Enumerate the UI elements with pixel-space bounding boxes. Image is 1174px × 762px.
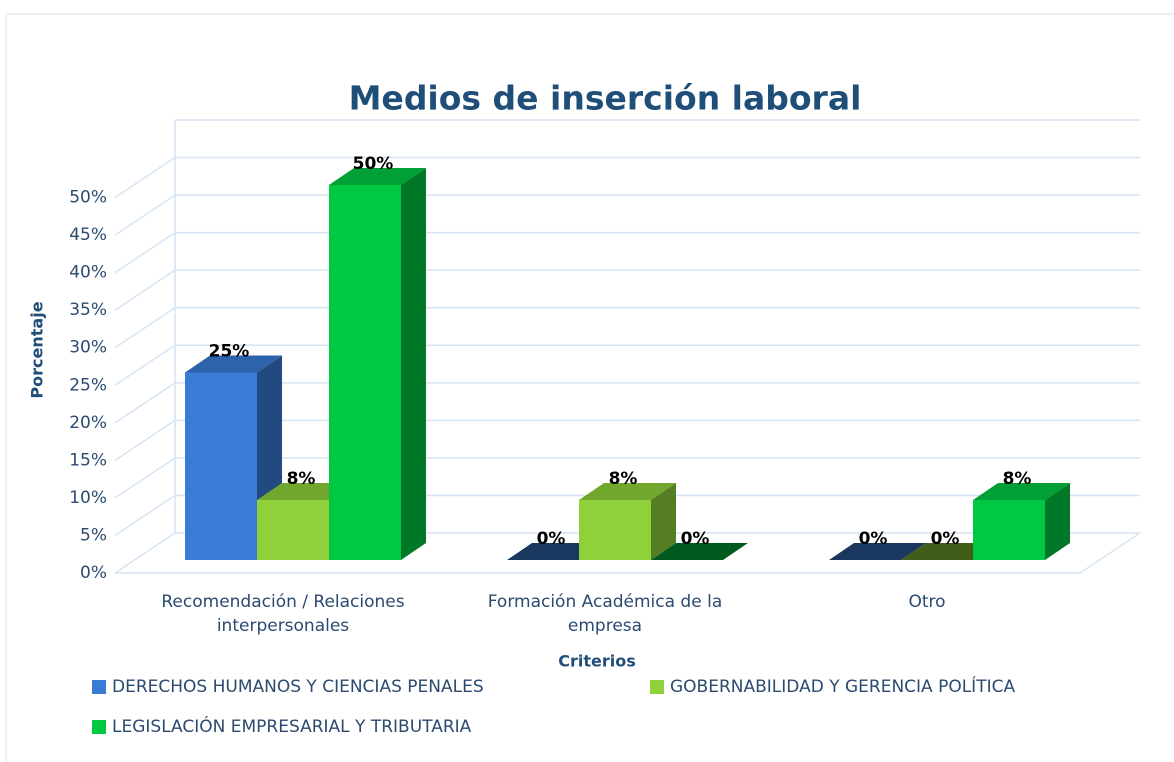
floor-edge xyxy=(115,532,1141,574)
data-label: 50% xyxy=(353,154,394,174)
bar-top xyxy=(329,168,426,185)
bar-side xyxy=(401,168,426,560)
data-label: 8% xyxy=(609,469,638,489)
data-label: 0% xyxy=(681,529,710,549)
grid-line xyxy=(114,269,1140,311)
legend-label: LEGISLACIÓN EMPRESARIAL Y TRIBUTARIA xyxy=(112,715,472,737)
y-tick-label: 45% xyxy=(69,225,107,245)
data-label: 8% xyxy=(287,469,316,489)
bar xyxy=(829,543,926,560)
y-axis-title: Porcentaje xyxy=(28,301,47,398)
bar xyxy=(651,543,748,560)
y-tick-label: 35% xyxy=(69,300,107,320)
bar-top xyxy=(185,355,282,373)
bar-front xyxy=(329,185,401,560)
data-label: 25% xyxy=(209,342,250,362)
bar-front xyxy=(579,500,651,560)
legend-swatch xyxy=(92,720,106,734)
y-tick-label: 30% xyxy=(69,338,107,358)
legend-label: GOBERNABILIDAD Y GERENCIA POLÍTICA xyxy=(670,675,1015,697)
bar-top xyxy=(579,483,676,500)
bar-front xyxy=(257,500,329,560)
chart-title: Medios de inserción laboral xyxy=(349,79,862,118)
x-tick-label: Recomendación / Relaciones interpersonal… xyxy=(161,592,405,636)
x-tick-label: Otro xyxy=(908,592,946,612)
bar xyxy=(329,168,426,560)
bar-front xyxy=(973,500,1045,560)
legend-swatch xyxy=(92,680,106,694)
y-tick-label: 25% xyxy=(69,375,107,395)
x-tick-label: Formación Académica de la empresa xyxy=(487,592,723,636)
y-tick-label: 10% xyxy=(69,488,107,508)
data-label: 0% xyxy=(537,529,566,549)
y-tick-label: 5% xyxy=(80,525,107,545)
legend-swatch xyxy=(650,680,664,694)
grid-line xyxy=(114,194,1140,236)
y-tick-label: 40% xyxy=(69,263,107,283)
legend-label: DERECHOS HUMANOS Y CIENCIAS PENALES xyxy=(112,677,484,697)
grid-line xyxy=(114,231,1140,274)
y-tick-label: 0% xyxy=(80,563,107,583)
bar-front xyxy=(185,372,257,560)
bar xyxy=(579,483,676,560)
data-label: 8% xyxy=(1003,469,1032,489)
y-tick-label: 15% xyxy=(69,450,107,470)
bar-side xyxy=(651,483,676,560)
x-axis-title: Criterios xyxy=(558,652,636,671)
data-label: 0% xyxy=(931,529,960,549)
bar-top xyxy=(973,483,1070,500)
data-label: 0% xyxy=(859,529,888,549)
grid-line xyxy=(114,306,1140,349)
y-tick-label: 20% xyxy=(69,413,107,433)
bar-top xyxy=(651,543,748,560)
chart-border xyxy=(5,13,1174,762)
grid-line xyxy=(114,156,1140,199)
bar xyxy=(973,483,1070,560)
y-tick-label: 50% xyxy=(69,188,107,208)
bar-side xyxy=(1045,483,1070,560)
bar-top xyxy=(829,543,926,560)
